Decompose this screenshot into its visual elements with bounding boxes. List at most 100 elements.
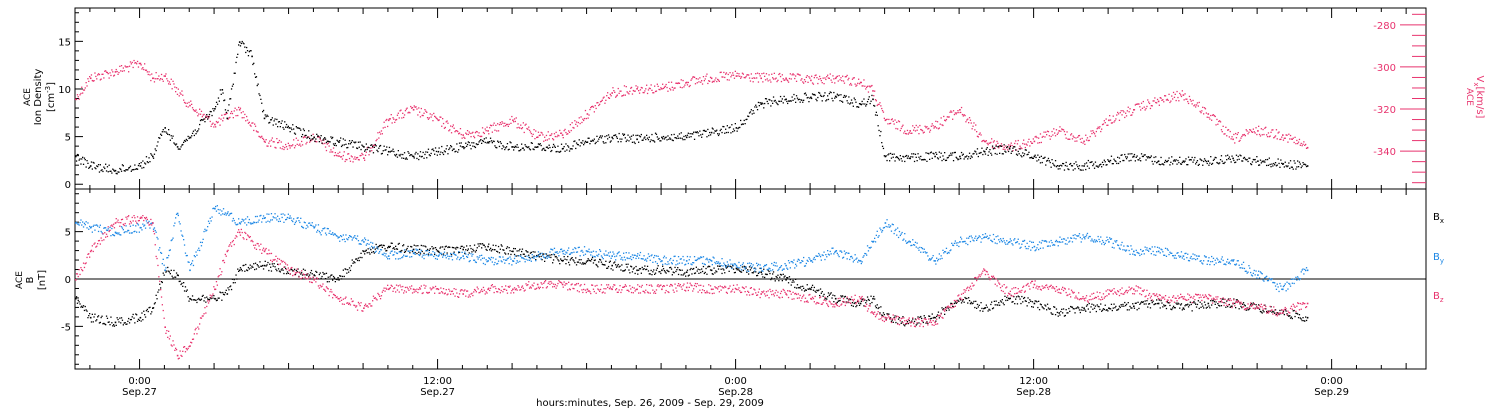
velocity-dot (800, 79, 802, 81)
velocity-dot (1143, 106, 1145, 108)
velocity-dot (869, 86, 871, 88)
density-dot (908, 157, 910, 159)
density-dot (1265, 159, 1267, 161)
bx-dot (118, 321, 120, 323)
bx-dot (667, 270, 669, 272)
by-dot (317, 224, 320, 226)
velocity-dot (703, 80, 705, 82)
density-dot (377, 150, 379, 153)
by-dot (602, 258, 604, 260)
bx-dot (1149, 307, 1152, 309)
by-dot (654, 254, 656, 257)
bx-dot (733, 272, 736, 274)
bx-dot (745, 267, 747, 269)
density-dot (824, 92, 826, 94)
by-dot (628, 252, 630, 254)
bx-dot (1238, 308, 1240, 310)
density-dot (212, 108, 214, 110)
velocity-dot (356, 157, 358, 159)
velocity-dot (255, 130, 258, 132)
velocity-dot (795, 75, 797, 77)
velocity-dot (564, 128, 566, 131)
velocity-dot (1039, 133, 1042, 135)
density-dot (388, 146, 391, 149)
bx-dot (136, 320, 139, 322)
by-dot (468, 260, 470, 263)
density-dot (1143, 154, 1145, 156)
bx-dot (270, 270, 273, 272)
density-dot (190, 137, 192, 139)
by-dot (247, 221, 250, 224)
by-dot (562, 253, 564, 255)
bx-dot (112, 325, 114, 327)
density-dot (1053, 164, 1055, 166)
bx-dot (944, 306, 947, 309)
density-dot (817, 96, 819, 99)
bx-dot (479, 243, 481, 245)
bx-dot (434, 253, 436, 256)
bx-dot (894, 315, 896, 317)
density-dot (409, 154, 411, 157)
velocity-dot (273, 141, 275, 143)
bx-dot (1004, 295, 1006, 297)
by-dot (84, 224, 86, 226)
by-dot (428, 251, 430, 254)
bx-dot (822, 295, 824, 297)
by-dot (278, 218, 281, 220)
velocity-dot (1274, 136, 1276, 138)
bx-dot (350, 265, 352, 267)
bx-dot (772, 271, 775, 273)
density-dot (1200, 159, 1202, 161)
velocity-dot (1097, 126, 1099, 128)
density-dot (532, 148, 534, 150)
bx-dot (92, 321, 94, 323)
velocity-dot (489, 127, 491, 129)
bx-dot (754, 267, 756, 269)
by-dot (306, 224, 308, 226)
bx-dot (1114, 307, 1116, 309)
density-dot (483, 138, 485, 140)
by-dot (82, 221, 84, 223)
velocity-dot (111, 69, 113, 71)
velocity-dot (583, 119, 585, 122)
by-dot (658, 258, 660, 260)
velocity-dot (698, 81, 700, 83)
bx-dot (601, 263, 603, 265)
bx-dot (94, 313, 96, 315)
bx-dot (1166, 301, 1168, 303)
velocity-dot (558, 135, 560, 137)
by-dot (415, 248, 417, 250)
density-dot (667, 135, 669, 137)
density-dot (389, 151, 391, 153)
bx-dot (524, 255, 526, 257)
bx-dot (1031, 301, 1034, 303)
velocity-dot (621, 95, 623, 97)
density-dot (246, 50, 249, 52)
velocity-point (685, 81, 688, 84)
velocity-dot (842, 80, 845, 82)
density-dot (787, 102, 789, 105)
velocity-dot (649, 87, 651, 90)
velocity-dot (608, 97, 611, 99)
density-dot (610, 140, 612, 142)
bx-dot (209, 297, 211, 299)
by-dot (76, 223, 79, 225)
velocity-dot (404, 110, 407, 112)
bx-dot (767, 269, 769, 271)
bx-dot (409, 252, 411, 254)
by-dot (97, 225, 99, 227)
velocity-dot (108, 77, 110, 79)
velocity-dot (175, 91, 177, 93)
by-dot (693, 256, 696, 258)
by-dot (373, 246, 375, 248)
by-dot (452, 252, 454, 254)
velocity-dot (548, 138, 550, 140)
density-dot (698, 135, 700, 137)
density-dot (371, 144, 373, 146)
velocity-dot (151, 73, 153, 75)
velocity-dot (949, 111, 951, 113)
density-dot (630, 138, 632, 140)
by-dot (252, 222, 254, 225)
density-dot (526, 146, 528, 148)
bx-dot (709, 265, 711, 268)
